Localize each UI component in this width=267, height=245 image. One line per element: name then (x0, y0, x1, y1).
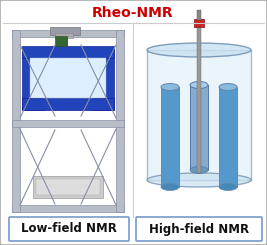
Bar (12, 30, 20, 212)
Ellipse shape (219, 184, 237, 191)
Bar (197, 10, 201, 20)
Bar (30, 58, 106, 98)
Bar (55, 33, 73, 38)
Bar (22, 98, 114, 110)
Bar (36, 179, 100, 195)
FancyBboxPatch shape (136, 217, 262, 241)
Bar (219, 87, 237, 187)
Ellipse shape (219, 84, 237, 90)
Bar (190, 85, 208, 170)
Bar (55, 36, 67, 46)
Ellipse shape (190, 167, 208, 173)
Bar (92, 48, 114, 110)
Ellipse shape (147, 173, 251, 187)
Ellipse shape (161, 184, 179, 191)
Text: Low-field NMR: Low-field NMR (21, 222, 117, 235)
Bar (147, 50, 251, 180)
Text: High-field NMR: High-field NMR (149, 222, 249, 235)
Ellipse shape (190, 82, 208, 88)
Bar (12, 205, 124, 212)
Bar (194, 19, 204, 27)
Bar (33, 176, 103, 198)
Text: Rheo-NMR: Rheo-NMR (92, 6, 174, 20)
Bar (50, 27, 80, 35)
Bar (62, 28, 67, 46)
Bar (116, 30, 124, 212)
Ellipse shape (161, 84, 179, 90)
Bar (22, 48, 44, 110)
Bar (197, 23, 201, 173)
FancyBboxPatch shape (9, 217, 129, 241)
Bar (161, 87, 179, 187)
Bar (12, 30, 124, 37)
Bar (22, 46, 114, 58)
Ellipse shape (147, 43, 251, 57)
Bar (12, 120, 124, 127)
